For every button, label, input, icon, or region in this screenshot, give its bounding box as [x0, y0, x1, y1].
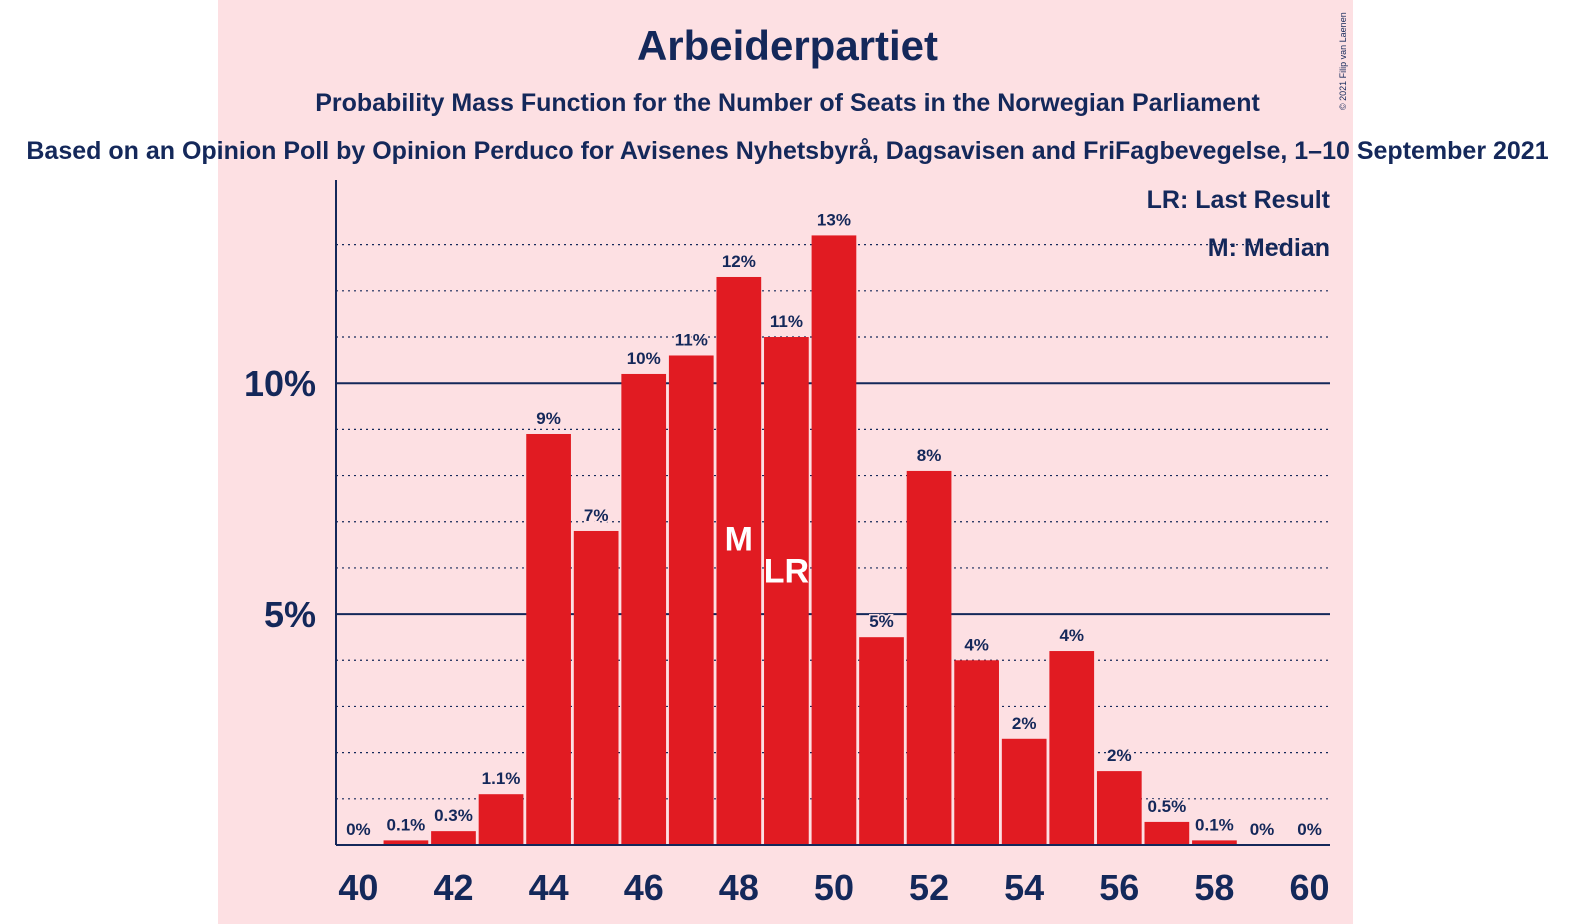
- bar: [573, 530, 619, 845]
- bar: [906, 470, 952, 845]
- y-tick-label: 10%: [244, 363, 316, 404]
- bar-value-label: 0%: [346, 820, 371, 839]
- y-tick-label: 5%: [264, 594, 316, 635]
- bar: [954, 660, 999, 845]
- legend-last-result: LR: Last Result: [1147, 186, 1331, 214]
- chart-title: Arbeiderpartiet: [636, 22, 939, 69]
- bar-value-label: 5%: [869, 612, 894, 631]
- bar: [764, 337, 809, 845]
- bar: [431, 831, 476, 845]
- bar-value-label: 4%: [964, 635, 989, 654]
- bar: [1144, 821, 1190, 845]
- bar: [1049, 651, 1095, 845]
- bar: [859, 637, 904, 845]
- bar-marker-m: M: [725, 520, 753, 558]
- bar: [668, 355, 714, 845]
- markers-group: M LR: [725, 520, 809, 590]
- bar: [811, 235, 857, 845]
- bar: [1192, 840, 1237, 845]
- bar-value-label: 11%: [675, 330, 708, 349]
- bar-value-label: 8%: [917, 446, 942, 465]
- legend-median: M: Median: [1208, 234, 1330, 262]
- bar: [478, 794, 524, 845]
- bar-marker-lr: LR: [764, 553, 809, 591]
- bars-group: [383, 235, 1237, 846]
- chart-subtitle: Probability Mass Function for the Number…: [315, 89, 1260, 117]
- axes-group: 5% 10% 40 42 44 46 48 50 52 54 56 58 60: [244, 180, 1330, 908]
- x-tick-label: 48: [719, 867, 759, 908]
- x-tick-label: 60: [1290, 867, 1330, 908]
- legend-group: LR: Last Result M: Median: [1147, 186, 1331, 262]
- bar: [1096, 771, 1142, 845]
- x-tick-label: 54: [1004, 867, 1044, 908]
- grid-lines: [336, 244, 1330, 800]
- bar-value-label: 2%: [1107, 746, 1132, 765]
- bar: [621, 373, 667, 845]
- bar: [716, 276, 762, 846]
- bar-value-label: 13%: [817, 210, 851, 229]
- bar: [1001, 738, 1047, 845]
- chart-source-line: Based on an Opinion Poll by Opinion Perd…: [26, 137, 1549, 165]
- bar-value-label: 0.1%: [1195, 815, 1234, 834]
- bar-value-label: 4%: [1059, 626, 1084, 645]
- x-tick-label: 52: [909, 867, 949, 908]
- bar-value-label: 12%: [722, 252, 756, 271]
- bar: [526, 433, 571, 845]
- bar-value-label: 9%: [536, 409, 561, 428]
- x-tick-label: 40: [338, 867, 378, 908]
- x-tick-label: 58: [1194, 867, 1234, 908]
- x-tick-label: 46: [624, 867, 664, 908]
- bar: [383, 840, 429, 845]
- value-labels-group: 0% 0.1% 0.3% 1.1% 9% 7% 10% 11% 12% 11% 13% 5% 8% 4% 2…: [345, 209, 1324, 841]
- bar-value-label: 11%: [770, 312, 803, 331]
- bar-value-label: 0%: [1297, 820, 1322, 839]
- bar-value-label: 0.3%: [434, 806, 473, 825]
- bar-value-label: 0.5%: [1147, 797, 1186, 816]
- x-tick-label: 44: [529, 867, 569, 908]
- x-tick-label: 50: [814, 867, 854, 908]
- bar-value-label: 1.1%: [482, 769, 521, 788]
- x-tick-label: 56: [1099, 867, 1139, 908]
- bar-value-label: 0.1%: [387, 815, 426, 834]
- bar-value-label: 0%: [1250, 820, 1275, 839]
- bar-value-label: 10%: [627, 349, 661, 368]
- x-tick-label: 42: [433, 867, 473, 908]
- bar-value-label: 2%: [1012, 714, 1037, 733]
- bar-value-label: 7%: [584, 506, 609, 525]
